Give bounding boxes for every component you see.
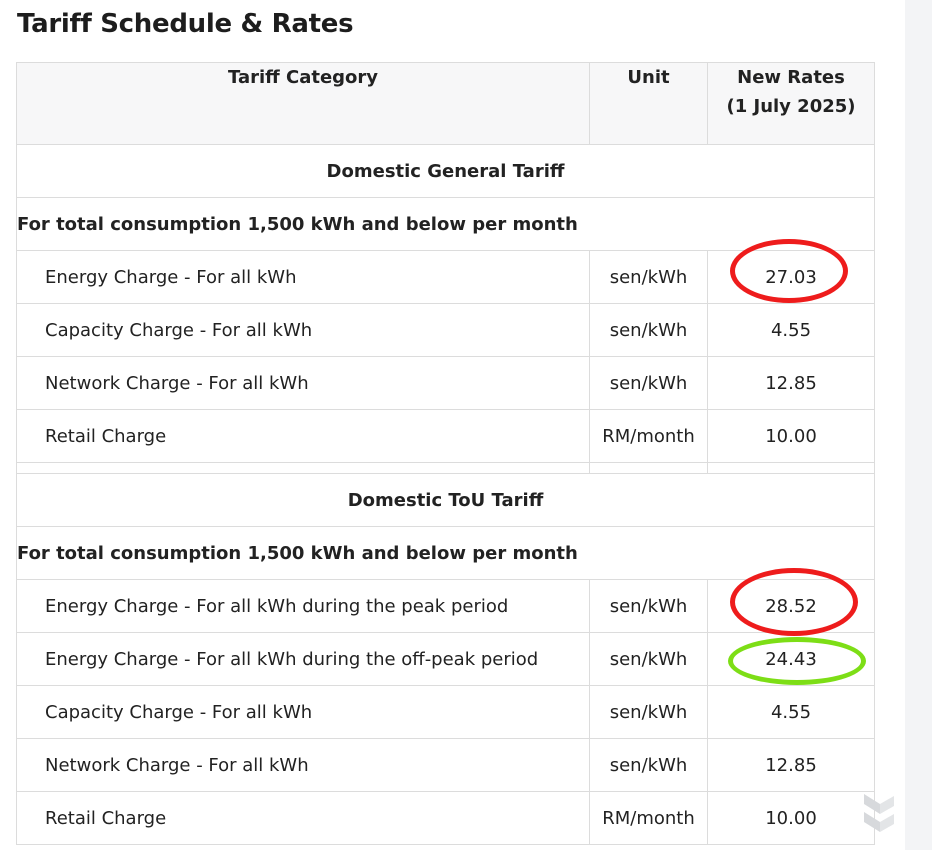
section-subheading: For total consumption 1,500 kWh and belo… [16,197,875,251]
row-rate: 4.55 [707,685,875,739]
row-rate-cell: 28.52 [707,568,875,636]
row-unit: sen/kWh [589,356,708,410]
row-label: Energy Charge - For all kWh during the o… [16,632,590,686]
scrollbar-track[interactable] [905,0,932,850]
row-unit: RM/month [589,409,708,463]
header-new-rates-label: New Rates [737,67,845,88]
section-subheading-row: For total consumption 1,500 kWh and belo… [16,197,875,251]
table-row: Network Charge - For all kWh sen/kWh 12.… [16,356,875,410]
row-unit: sen/kWh [589,685,708,739]
row-unit: sen/kWh [589,738,708,792]
table-row: Retail Charge RM/month 10.00 [16,409,875,463]
site-logo-icon [864,794,894,832]
row-label: Capacity Charge - For all kWh [16,303,590,357]
row-unit: sen/kWh [589,579,708,633]
row-rate: 10.00 [707,409,875,463]
row-label: Retail Charge [16,409,590,463]
row-rate-cell: 24.43 [707,632,875,686]
section-title-row: Domestic General Tariff [16,144,875,198]
row-rate: 4.55 [707,303,875,357]
header-new-rates: New Rates (1 July 2025) [707,62,875,145]
tariff-table: Tariff Category Unit New Rates (1 July 2… [16,62,875,845]
row-label: Capacity Charge - For all kWh [16,685,590,739]
row-rate: 27.03 [765,266,817,288]
row-unit: sen/kWh [589,303,708,357]
row-unit: sen/kWh [589,632,708,686]
row-label: Energy Charge - For all kWh during the p… [16,579,590,633]
row-rate: 10.00 [707,791,875,845]
header-new-rates-date: (1 July 2025) [726,96,856,117]
table-row: Energy Charge - For all kWh during the o… [16,632,875,686]
row-label: Network Charge - For all kWh [16,738,590,792]
row-rate: 24.43 [765,648,817,670]
section-title-row: Domestic ToU Tariff [16,473,875,527]
row-unit: RM/month [589,791,708,845]
header-unit: Unit [589,62,708,145]
row-rate: 12.85 [707,356,875,410]
table-row: Energy Charge - For all kWh during the p… [16,568,875,636]
header-tariff-category: Tariff Category [16,62,590,145]
row-unit: sen/kWh [589,250,708,304]
table-row: Network Charge - For all kWh sen/kWh 12.… [16,738,875,792]
table-header-row: Tariff Category Unit New Rates (1 July 2… [16,62,875,145]
row-label: Network Charge - For all kWh [16,356,590,410]
page-title: Tariff Schedule & Rates [17,9,354,39]
row-rate: 28.52 [765,595,817,617]
row-rate-cell: 27.03 [707,239,875,304]
table-row: Retail Charge RM/month 10.00 [16,791,875,845]
table-row: Energy Charge - For all kWh sen/kWh 27.0… [16,239,875,304]
section-title: Domestic ToU Tariff [16,473,875,527]
row-label: Retail Charge [16,791,590,845]
table-row: Capacity Charge - For all kWh sen/kWh 4.… [16,685,875,739]
section-title: Domestic General Tariff [16,144,875,198]
row-rate: 12.85 [707,738,875,792]
section-subheading-row: For total consumption 1,500 kWh and belo… [16,526,875,580]
row-label: Energy Charge - For all kWh [16,250,590,304]
section-spacer [16,462,875,474]
section-subheading: For total consumption 1,500 kWh and belo… [16,526,875,580]
table-row: Capacity Charge - For all kWh sen/kWh 4.… [16,303,875,357]
